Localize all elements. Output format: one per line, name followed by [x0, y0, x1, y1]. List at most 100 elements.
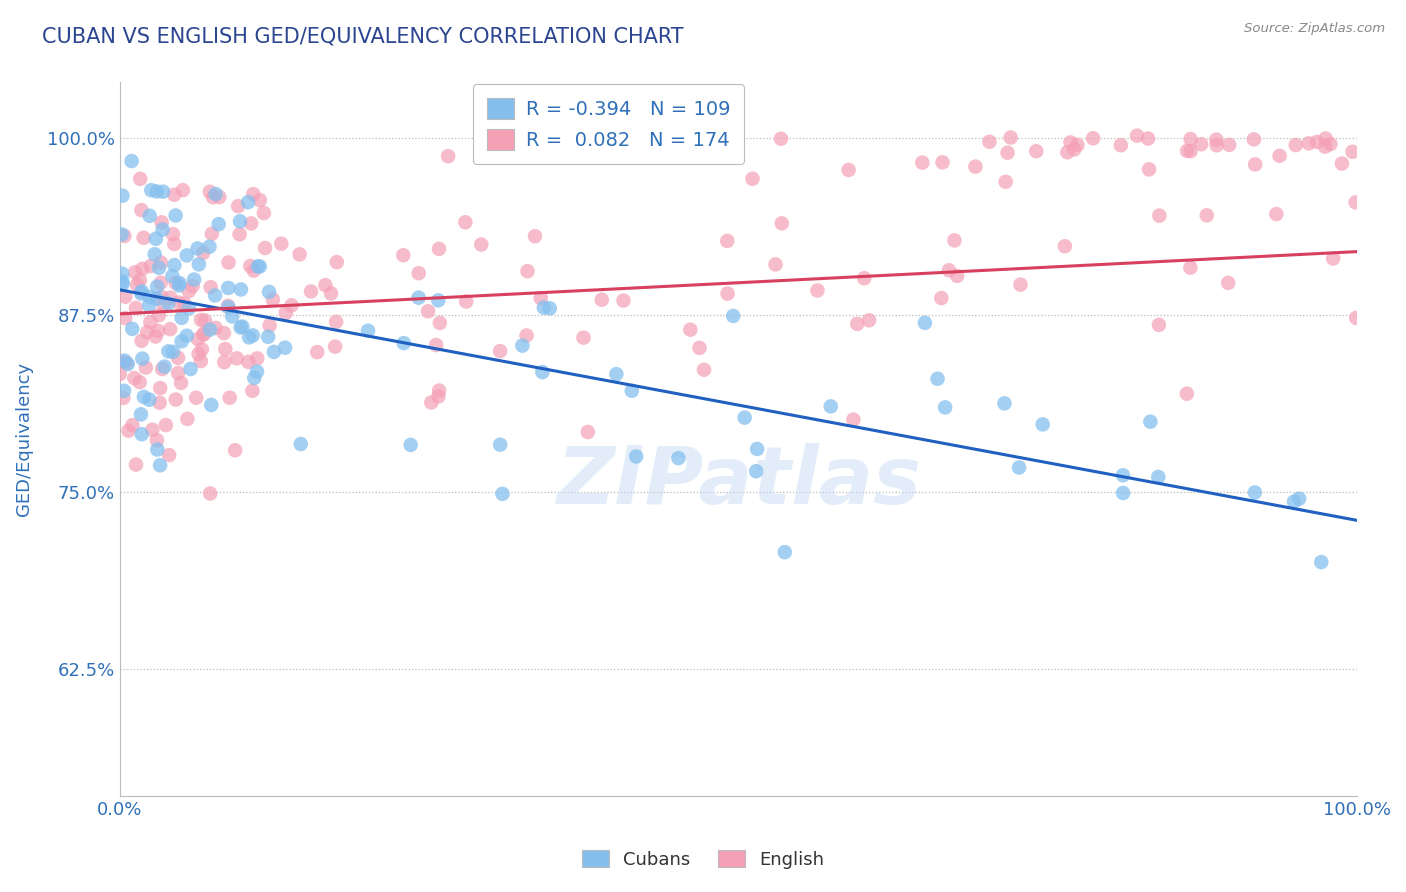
Point — [150, 290, 173, 304]
Point — [148, 324, 170, 338]
Text: Source: ZipAtlas.com: Source: ZipAtlas.com — [1244, 22, 1385, 36]
Point — [131, 261, 153, 276]
Point — [121, 322, 143, 336]
Point — [131, 427, 153, 442]
Point — [194, 313, 217, 327]
Point — [1137, 131, 1160, 145]
Point — [1139, 415, 1161, 429]
Text: CUBAN VS ENGLISH GED/EQUIVALENCY CORRELATION CHART: CUBAN VS ENGLISH GED/EQUIVALENCY CORRELA… — [42, 27, 683, 46]
Point — [1081, 131, 1104, 145]
Point — [121, 418, 143, 433]
Point — [114, 290, 136, 304]
Point — [124, 371, 146, 385]
Point — [489, 344, 512, 359]
Point — [139, 290, 162, 304]
Point — [125, 301, 148, 315]
Point — [165, 209, 187, 223]
Point — [1298, 136, 1320, 151]
Point — [198, 323, 221, 337]
Point — [938, 263, 960, 277]
Point — [290, 437, 312, 451]
Point — [274, 341, 297, 355]
Point — [624, 450, 647, 464]
Point — [1126, 128, 1149, 143]
Point — [138, 209, 160, 223]
Point — [214, 342, 236, 356]
Point — [117, 424, 139, 438]
Point — [136, 325, 159, 339]
Point — [204, 288, 226, 302]
Point — [1310, 555, 1333, 569]
Point — [167, 295, 190, 310]
Point — [226, 199, 249, 213]
Point — [1315, 131, 1337, 145]
Point — [429, 316, 451, 330]
Point — [314, 278, 336, 293]
Point — [931, 291, 953, 305]
Point — [242, 328, 264, 343]
Point — [149, 276, 172, 290]
Point — [121, 154, 143, 169]
Point — [416, 304, 439, 318]
Point — [408, 291, 430, 305]
Point — [1243, 485, 1265, 500]
Point — [591, 293, 613, 307]
Point — [1032, 417, 1054, 432]
Point — [1112, 486, 1135, 500]
Point — [131, 351, 153, 366]
Point — [145, 185, 167, 199]
Point — [198, 240, 221, 254]
Point — [167, 278, 190, 293]
Point — [231, 319, 253, 334]
Point — [259, 318, 281, 333]
Point — [846, 317, 869, 331]
Point — [148, 308, 170, 322]
Point — [131, 285, 153, 299]
Point — [533, 301, 555, 315]
Point — [193, 327, 215, 342]
Point — [392, 248, 415, 262]
Point — [224, 443, 246, 458]
Point — [236, 195, 259, 210]
Point — [131, 203, 153, 218]
Point — [125, 458, 148, 472]
Point — [1268, 149, 1291, 163]
Point — [217, 281, 239, 295]
Point — [1243, 132, 1265, 146]
Point — [202, 190, 225, 204]
Point — [187, 257, 209, 271]
Point — [108, 354, 131, 368]
Point — [741, 171, 763, 186]
Point — [193, 327, 215, 342]
Point — [242, 384, 264, 398]
Point — [146, 433, 169, 447]
Point — [934, 401, 956, 415]
Point — [1330, 156, 1353, 170]
Point — [146, 442, 169, 457]
Point — [1147, 318, 1170, 332]
Point — [1109, 138, 1132, 153]
Point — [240, 216, 263, 230]
Point — [524, 229, 547, 244]
Point — [1053, 239, 1076, 253]
Point — [249, 193, 271, 207]
Point — [145, 329, 167, 343]
Point — [1205, 133, 1227, 147]
Point — [399, 438, 422, 452]
Point — [155, 418, 177, 433]
Point — [979, 135, 1001, 149]
Point — [427, 389, 450, 403]
Point — [170, 310, 193, 325]
Point — [1180, 132, 1202, 146]
Point — [1195, 208, 1218, 222]
Point — [512, 338, 534, 352]
Point — [993, 396, 1015, 410]
Point — [153, 359, 176, 374]
Point — [141, 183, 163, 197]
Point — [612, 293, 634, 308]
Point — [274, 306, 297, 320]
Point — [270, 236, 292, 251]
Point — [129, 172, 152, 186]
Point — [228, 227, 250, 242]
Point — [143, 247, 166, 261]
